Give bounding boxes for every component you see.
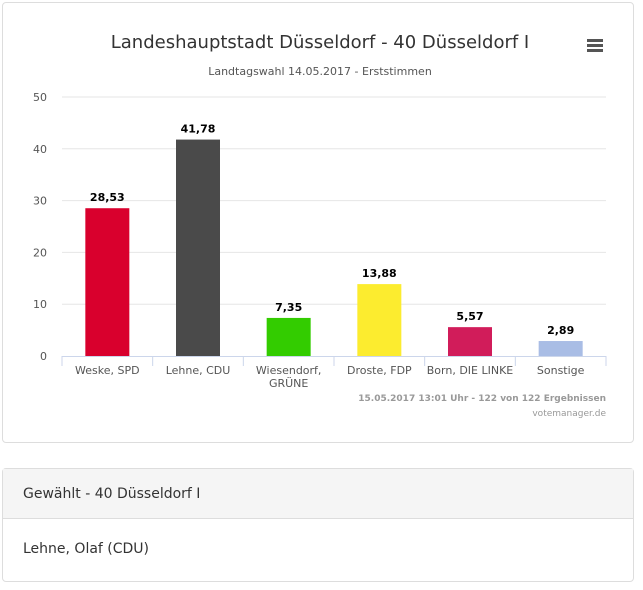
chart-credits: 15.05.2017 13:01 Uhr - 122 von 122 Ergeb… bbox=[358, 394, 606, 404]
chart-subtitle: Landtagswahl 14.05.2017 - Erststimmen bbox=[208, 65, 432, 78]
y-tick-label: 10 bbox=[33, 298, 47, 311]
x-tick-label: Sonstige bbox=[537, 364, 585, 377]
bar-5 bbox=[538, 341, 583, 356]
bar-2 bbox=[266, 317, 311, 356]
x-tick-label: GRÜNE bbox=[269, 377, 308, 390]
y-tick-label: 0 bbox=[40, 350, 47, 363]
x-tick-label: Wiesendorf, bbox=[256, 364, 322, 377]
data-label: 5,57 bbox=[456, 310, 483, 323]
bar-3 bbox=[357, 284, 402, 356]
data-label: 28,53 bbox=[90, 191, 125, 204]
x-tick-label: Weske, SPD bbox=[75, 364, 140, 377]
elected-panel: Gewählt - 40 Düsseldorf I Lehne, Olaf (C… bbox=[2, 468, 634, 582]
bar-chart: Landeshauptstadt Düsseldorf - 40 Düsseld… bbox=[33, 32, 607, 419]
chart-source-link[interactable]: votemanager.de bbox=[532, 409, 606, 419]
bar-0 bbox=[85, 208, 130, 356]
y-tick-label: 30 bbox=[33, 195, 47, 208]
chart-card: Landeshauptstadt Düsseldorf - 40 Düsseld… bbox=[2, 2, 634, 443]
data-label: 41,78 bbox=[181, 123, 216, 136]
x-tick-label: Lehne, CDU bbox=[166, 364, 231, 377]
bar-1 bbox=[176, 139, 220, 356]
x-tick-label: Born, DIE LINKE bbox=[427, 364, 514, 377]
elected-heading: Gewählt - 40 Düsseldorf I bbox=[3, 469, 633, 519]
chart-title: Landeshauptstadt Düsseldorf - 40 Düsseld… bbox=[111, 32, 530, 53]
y-tick-label: 40 bbox=[33, 143, 47, 156]
data-label: 2,89 bbox=[547, 324, 574, 337]
data-label: 7,35 bbox=[275, 301, 302, 314]
bar-4 bbox=[448, 327, 492, 356]
y-tick-label: 20 bbox=[33, 246, 47, 259]
elected-candidate: Lehne, Olaf (CDU) bbox=[23, 541, 150, 557]
hamburger-menu-icon[interactable] bbox=[587, 39, 603, 52]
y-tick-label: 50 bbox=[33, 91, 47, 104]
data-label: 13,88 bbox=[362, 267, 397, 280]
x-tick-label: Droste, FDP bbox=[347, 364, 412, 377]
